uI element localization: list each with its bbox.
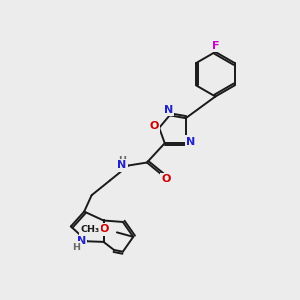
Text: F: F [212,41,219,51]
Text: N: N [76,236,86,246]
Text: N: N [164,105,173,115]
Text: H: H [118,156,126,165]
Text: N: N [187,137,196,147]
Text: O: O [100,224,109,234]
Text: O: O [162,175,171,184]
Text: O: O [149,122,158,131]
Text: CH₃: CH₃ [81,225,100,234]
Text: N: N [117,160,127,170]
Text: H: H [72,243,80,252]
